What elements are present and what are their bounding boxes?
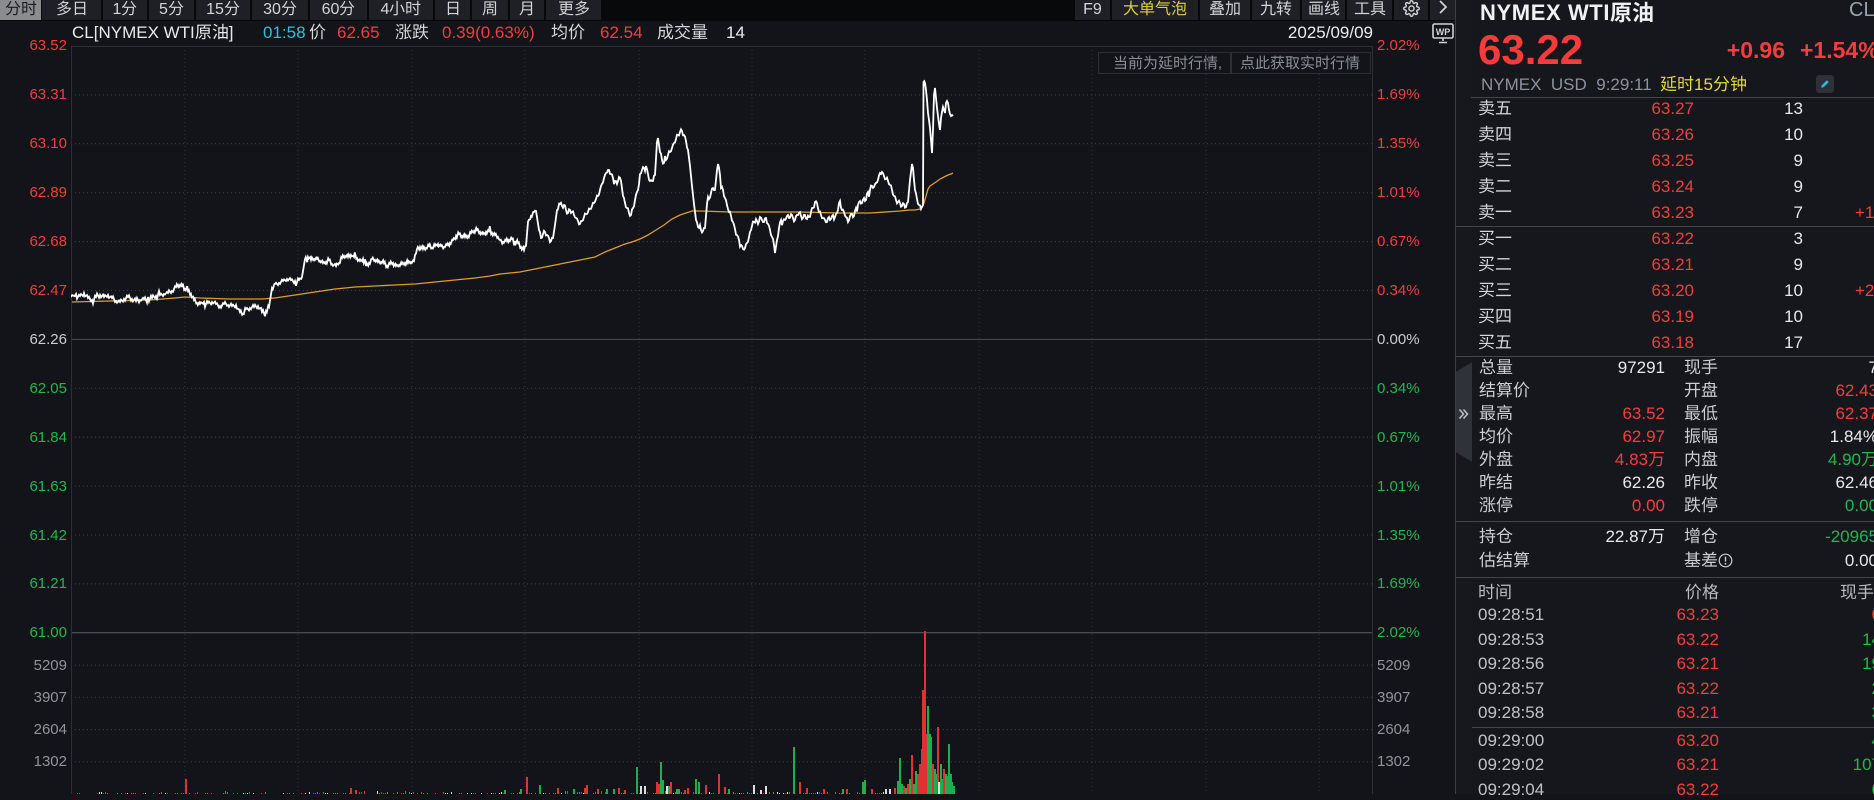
svg-text:WP: WP: [1436, 27, 1451, 37]
